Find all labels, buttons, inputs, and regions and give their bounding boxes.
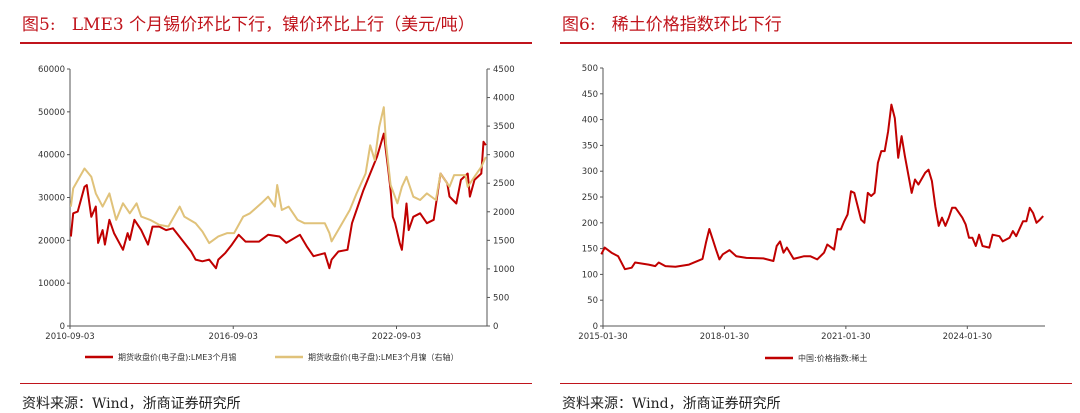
y-tick-label: 30000 xyxy=(38,194,65,204)
y2-tick-label: 2000 xyxy=(493,208,515,218)
y-tick-label: 0 xyxy=(593,322,598,332)
x-tick-label: 2024-01-30 xyxy=(943,332,992,342)
y2-tick-label: 2500 xyxy=(493,179,515,189)
y-tick-label: 400 xyxy=(582,116,598,126)
figure6-title-rule xyxy=(560,42,1072,44)
y-tick-label: 300 xyxy=(582,167,598,177)
figure5-title-rule xyxy=(20,42,532,44)
tin-nickel-chart: 0 10000 20000 30000 40000 50000 60000 0 500 1000 1… xyxy=(38,65,515,362)
y2-tick-label: 0 xyxy=(493,322,498,332)
y-tick-label: 60000 xyxy=(38,65,65,75)
y-tick-label: 150 xyxy=(582,245,598,255)
y2-tick-label: 1000 xyxy=(493,265,515,275)
y-tick-label: 100 xyxy=(582,270,598,280)
legend-label-1: 期货收盘价(电子盘):LME3个月镍（右轴） xyxy=(308,352,458,362)
x-tick-label: 2018-01-30 xyxy=(700,332,749,342)
series-line-0 xyxy=(600,103,1044,271)
y-tick-label: 20000 xyxy=(38,236,65,246)
x-tick-label: 2015-01-30 xyxy=(578,332,627,342)
y2-tick-label: 1500 xyxy=(493,236,515,246)
y2-tick-label: 3500 xyxy=(493,122,515,132)
x-tick-label: 2010-09-03 xyxy=(45,332,94,342)
y-tick-label: 0 xyxy=(60,322,65,332)
series-line-1 xyxy=(69,106,487,245)
y2-tick-label: 4000 xyxy=(493,94,515,104)
y2-tick-label: 4500 xyxy=(493,65,515,75)
y-tick-label: 50000 xyxy=(38,108,65,118)
x-tick-label: 2022-09-03 xyxy=(372,332,421,342)
x-tick-label: 2021-01-30 xyxy=(821,332,870,342)
y-tick-label: 40000 xyxy=(38,151,65,161)
legend-label-0: 期货收盘价(电子盘):LME3个月锡 xyxy=(118,352,236,362)
rare-earth-chart: 0 50 100 150 200 250 300 350 400 450 500 2015-01-30… xyxy=(578,64,1045,363)
figure5-title: 图5: LME3 个月锡价环比下行，镍价环比上行（美元/吨） xyxy=(22,15,475,35)
figure6-source-rule xyxy=(560,383,1072,384)
y-tick-label: 50 xyxy=(587,296,598,306)
figure6-source: 资料来源：Wind，浙商证券研究所 xyxy=(562,396,781,412)
figure5-source-rule xyxy=(20,383,532,384)
y-tick-label: 250 xyxy=(582,193,598,203)
y-tick-label: 500 xyxy=(582,64,598,74)
figure6-title: 图6: 稀土价格指数环比下行 xyxy=(562,15,782,35)
y-tick-label: 450 xyxy=(582,90,598,100)
figure5-source: 资料来源：Wind，浙商证券研究所 xyxy=(22,396,241,412)
series-line-0 xyxy=(69,132,487,270)
legend-label-0: 中国:价格指数:稀土 xyxy=(798,353,867,363)
x-tick-label: 2016-09-03 xyxy=(209,332,258,342)
y-tick-label: 350 xyxy=(582,141,598,151)
y-tick-label: 10000 xyxy=(38,279,65,289)
y-tick-label: 200 xyxy=(582,219,598,229)
y2-tick-label: 500 xyxy=(493,293,509,303)
y2-tick-label: 3000 xyxy=(493,151,515,161)
